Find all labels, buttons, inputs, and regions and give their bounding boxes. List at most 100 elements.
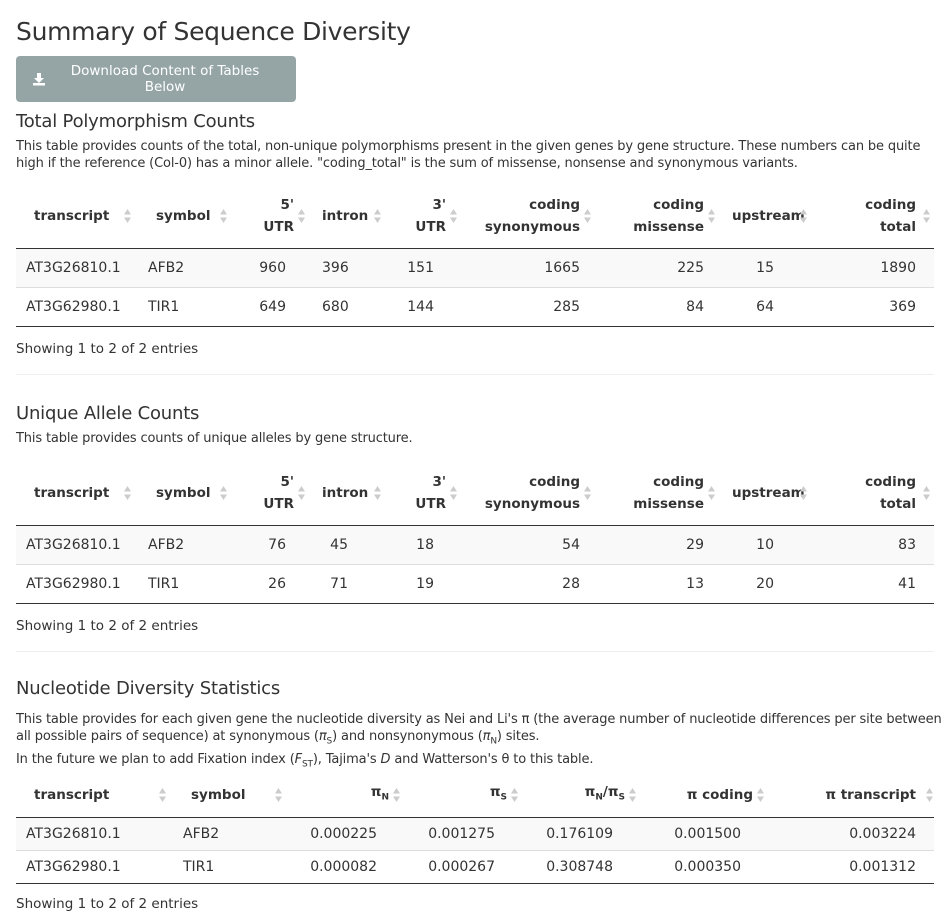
col-header-symbol[interactable]: symbol — [138, 184, 234, 249]
col-header-3-utr[interactable]: 3' UTR — [388, 184, 464, 249]
table-cell: 0.001312 — [771, 849, 934, 884]
header-label: upstream — [732, 207, 805, 224]
table-cell: 396 — [312, 248, 388, 287]
table-info: Showing 1 to 2 of 2 entries — [16, 895, 199, 912]
table-cell: 0.001275 — [407, 817, 525, 851]
subscript: S — [326, 736, 333, 747]
section-title: Unique Allele Counts — [16, 403, 200, 424]
col-header-3-utr[interactable]: 3' UTR — [388, 461, 464, 526]
header-label: 3' UTR — [415, 473, 446, 512]
sort-icon — [584, 208, 591, 223]
sort-icon — [757, 787, 764, 802]
desc-text: ), Tajima's — [312, 751, 381, 767]
header-label: coding missense — [633, 473, 704, 512]
col-header-transcript[interactable]: transcript — [16, 184, 138, 249]
sort-icon — [298, 485, 305, 500]
table-cell: 19 — [388, 563, 464, 604]
table-cell: 0.000225 — [289, 817, 407, 851]
table-info: Showing 1 to 2 of 2 entries — [16, 340, 199, 357]
sort-icon — [708, 485, 715, 500]
section-divider — [16, 373, 934, 375]
col-header-symbol[interactable]: symbol — [173, 773, 289, 818]
subscript: N — [595, 792, 603, 803]
table-cell: 369 — [814, 286, 934, 327]
d-symbol: D — [380, 751, 391, 767]
header-label: π — [489, 784, 501, 801]
header-label: intron — [322, 207, 369, 224]
table-cell: 10 — [722, 525, 814, 564]
table-cell: 144 — [388, 286, 464, 327]
col-header-intron[interactable]: intron — [312, 461, 388, 526]
header-label: coding total — [865, 196, 916, 235]
col-header-upstream[interactable]: upstream — [722, 461, 814, 526]
section-description: This table provides for each given gene … — [16, 711, 950, 773]
table-row: AT3G62980.1 TIR1 0.000082 0.000267 0.308748 0… — [16, 849, 934, 884]
col-header-coding-missense[interactable]: coding missense — [598, 461, 722, 526]
page-title: Summary of Sequence Diversity — [16, 17, 411, 46]
sort-icon — [298, 208, 305, 223]
col-header-pi-s[interactable]: πS — [407, 773, 525, 818]
nucleotide-diversity-table: transcript symbol πN πS πN/πS π coding π… — [16, 773, 934, 884]
col-header-coding-total[interactable]: coding total — [814, 184, 934, 249]
col-header-pi-coding[interactable]: π coding — [643, 773, 771, 818]
pi-symbol: π — [318, 729, 327, 744]
sort-icon — [708, 208, 715, 223]
header-label: intron — [322, 484, 369, 501]
sort-icon — [124, 485, 131, 500]
download-button[interactable]: Download Content of Tables Below — [16, 56, 296, 102]
sort-icon — [450, 485, 457, 500]
col-header-coding-synonymous[interactable]: coding synonymous — [464, 184, 598, 249]
desc-text: This table provides for each given gene … — [16, 712, 942, 744]
table-cell: 0.001500 — [643, 817, 771, 851]
header-label: 5' UTR — [263, 473, 294, 512]
col-header-coding-synonymous[interactable]: coding synonymous — [464, 461, 598, 526]
sort-icon — [220, 208, 227, 223]
pi-symbol: π — [482, 729, 491, 744]
section-description: This table provides counts of the total,… — [16, 139, 921, 171]
col-header-pi-n[interactable]: πN — [289, 773, 407, 818]
col-header-coding-missense[interactable]: coding missense — [598, 184, 722, 249]
sort-icon — [220, 485, 227, 500]
table-cell: AT3G26810.1 — [16, 525, 138, 564]
col-header-symbol[interactable]: symbol — [138, 461, 234, 526]
table-cell: 20 — [722, 563, 814, 604]
section-description: This table provides counts of unique all… — [16, 431, 413, 446]
section-title: Nucleotide Diversity Statistics — [16, 678, 281, 699]
header-label: / — [602, 784, 608, 801]
table-cell: 0.176109 — [525, 817, 643, 851]
header-label: coding synonymous — [484, 473, 580, 512]
header-label: π — [370, 784, 382, 801]
col-header-pi-transcript[interactable]: π transcript — [771, 773, 934, 818]
table-cell: 680 — [312, 286, 388, 327]
col-header-pi-ratio[interactable]: πN/πS — [525, 773, 643, 818]
table-cell: 84 — [598, 286, 722, 327]
table-cell: 1890 — [814, 248, 934, 287]
sort-icon — [923, 485, 930, 500]
sort-icon — [159, 787, 166, 802]
table-row: AT3G26810.1 AFB2 960 396 151 1665 225 15 1890 — [16, 248, 934, 287]
col-header-5-utr[interactable]: 5' UTR — [234, 184, 312, 249]
table-cell: AFB2 — [138, 248, 234, 287]
col-header-intron[interactable]: intron — [312, 184, 388, 249]
header-label: 5' UTR — [263, 196, 294, 235]
sort-icon — [584, 485, 591, 500]
table-cell: 0.308748 — [525, 849, 643, 884]
col-header-transcript[interactable]: transcript — [16, 461, 138, 526]
table-cell: 151 — [388, 248, 464, 287]
header-label: coding synonymous — [484, 196, 580, 235]
col-header-transcript[interactable]: transcript — [16, 773, 173, 818]
header-label: transcript — [34, 207, 110, 224]
col-header-upstream[interactable]: upstream — [722, 184, 814, 249]
sort-icon — [511, 787, 518, 802]
sort-icon — [923, 208, 930, 223]
section-divider — [16, 650, 934, 652]
col-header-coding-total[interactable]: coding total — [814, 461, 934, 526]
col-header-5-utr[interactable]: 5' UTR — [234, 461, 312, 526]
header-label: coding total — [865, 473, 916, 512]
sort-icon — [450, 208, 457, 223]
sort-icon — [800, 208, 807, 223]
desc-text: ) sites. — [496, 729, 540, 744]
table-cell: AT3G62980.1 — [16, 286, 138, 327]
table-cell: TIR1 — [138, 286, 234, 327]
table-info: Showing 1 to 2 of 2 entries — [16, 617, 199, 634]
